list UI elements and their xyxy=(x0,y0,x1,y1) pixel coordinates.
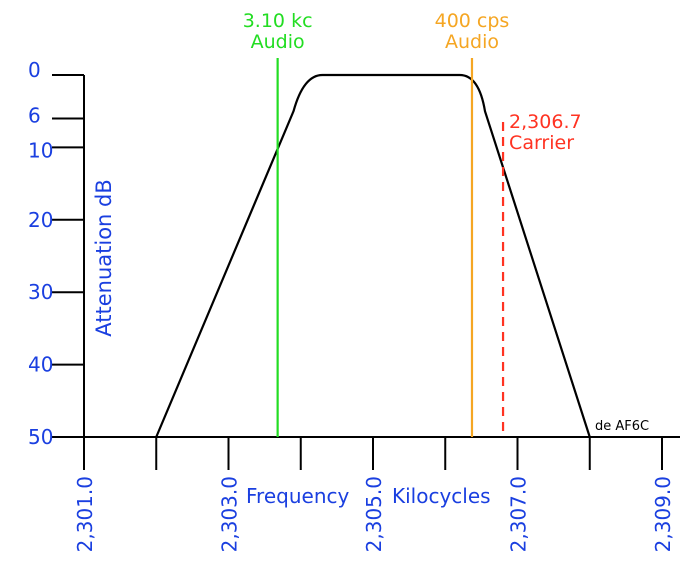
marker-label: 3.10 kc xyxy=(243,10,313,32)
y-tick-label: 6 xyxy=(28,103,41,127)
x-tick-label: 2,305.0 xyxy=(362,476,386,552)
x-tick-label: 2,301.0 xyxy=(73,476,97,552)
marker-label: 2,306.7 xyxy=(509,111,582,133)
y-tick-label: 40 xyxy=(28,353,53,377)
axes: 0 6 10 20 30 40 50 2,301.0 2,303.0 2,305.0 2,307.0… xyxy=(28,58,680,552)
marker-label: Audio xyxy=(445,31,499,53)
credit-annotation: de AF6C xyxy=(595,419,649,434)
curve-layer xyxy=(155,73,591,438)
marker-label: Carrier xyxy=(509,132,574,154)
x-axis-unit: Kilocycles xyxy=(392,484,491,508)
marker-label: Audio xyxy=(251,31,305,53)
y-tick-label: 0 xyxy=(28,58,41,82)
x-axis-title: Frequency xyxy=(246,484,349,508)
labels-layer: Attenuation dB Frequency Kilocycles de A… xyxy=(92,179,649,508)
marker-label: 400 cps xyxy=(435,10,510,32)
x-tick-label: 2,307.0 xyxy=(507,476,531,552)
y-tick-label: 20 xyxy=(28,208,53,232)
x-tick-label: 2,303.0 xyxy=(218,476,242,552)
y-tick-label: 10 xyxy=(28,138,53,162)
y-tick-label: 50 xyxy=(28,425,53,449)
passband-curve xyxy=(155,73,591,438)
y-tick-label: 30 xyxy=(28,280,53,304)
y-axis-title: Attenuation dB xyxy=(92,179,116,337)
x-tick-label: 2,309.0 xyxy=(651,476,675,552)
